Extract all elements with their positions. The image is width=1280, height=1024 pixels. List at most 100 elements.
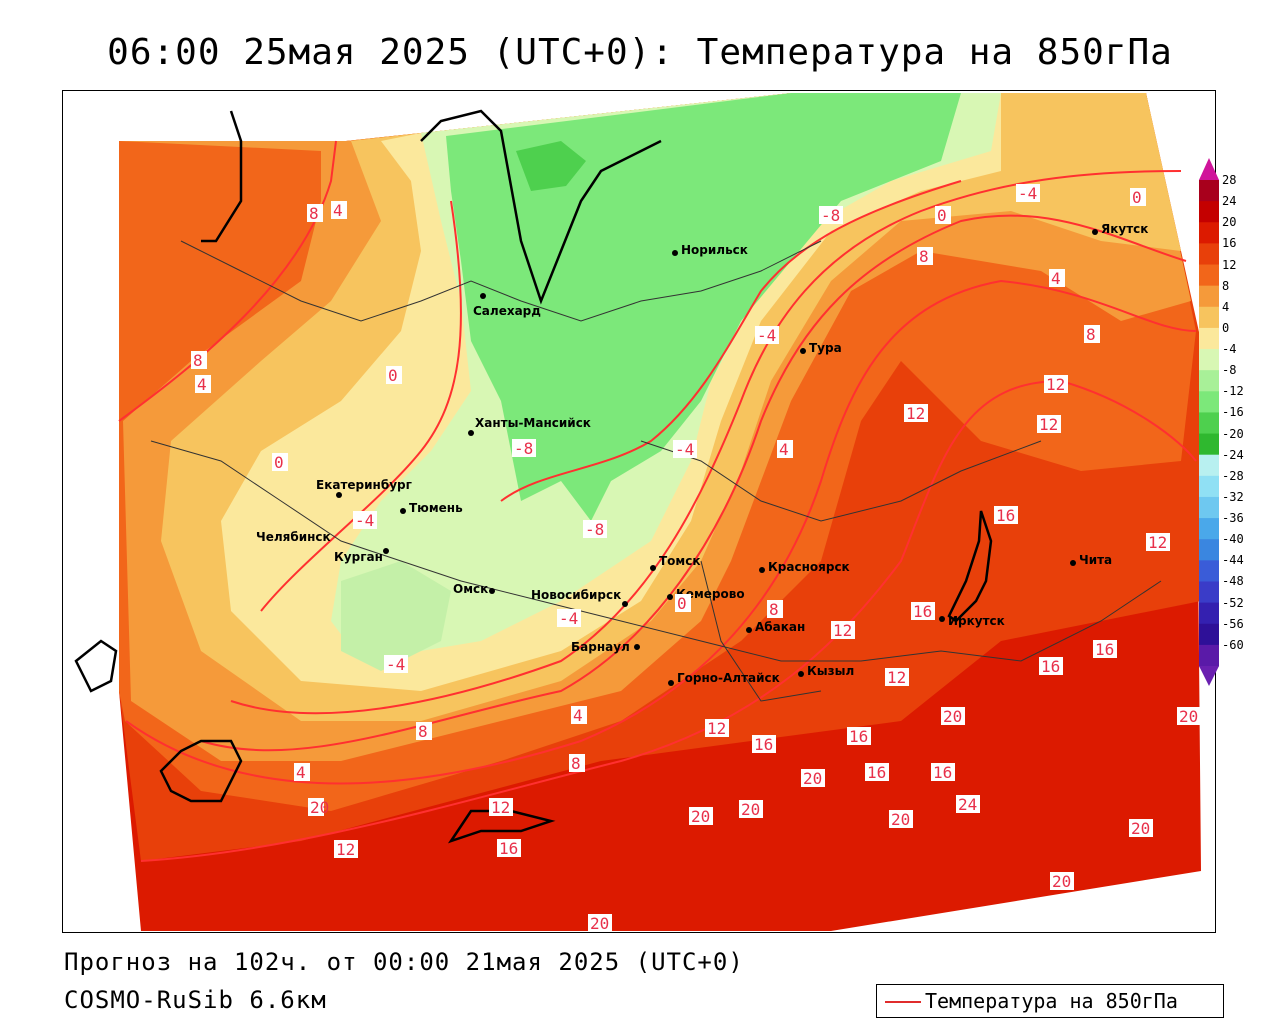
colorbar-tick-label: -20: [1222, 426, 1244, 441]
contour-label: 16: [1039, 657, 1063, 676]
legend-label: Температура на 850гПа: [925, 989, 1178, 1013]
svg-text:20: 20: [1179, 707, 1198, 726]
colorbar-swatch: [1199, 412, 1219, 435]
city-kurgan: Курган: [334, 548, 389, 564]
contour-label: 0: [935, 206, 951, 225]
contour-label: 0: [272, 453, 288, 472]
svg-text:-4: -4: [675, 440, 694, 459]
svg-text:8: 8: [1086, 325, 1096, 344]
contour-label: 20: [889, 810, 913, 829]
colorbar-swatch: [1199, 180, 1219, 202]
colorbar-swatch: [1199, 285, 1219, 308]
contour-label: 16: [911, 602, 935, 621]
contour-label: 12: [1044, 375, 1068, 394]
colorbar-tick-label: 12: [1222, 257, 1237, 272]
contour-label: 8: [416, 722, 432, 741]
svg-text:-4: -4: [355, 511, 374, 530]
city-novosibirsk: Новосибирск: [531, 588, 628, 607]
colorbar-swatch: [1199, 496, 1219, 519]
colorbar-tick-label: 20: [1222, 215, 1237, 230]
svg-text:-4: -4: [1018, 184, 1037, 203]
map-title: 06:00 25мая 2025 (UTC+0): Температура на…: [107, 32, 1173, 73]
colorbar-tick-label: -4: [1222, 342, 1237, 357]
svg-text:16: 16: [913, 602, 932, 621]
svg-text:16: 16: [499, 839, 518, 858]
svg-text:Якутск: Якутск: [1101, 222, 1148, 236]
contour-label: 12: [705, 719, 729, 738]
svg-text:-4: -4: [386, 655, 405, 674]
colorbar-swatch: [1199, 264, 1219, 287]
contour-label: 12: [334, 840, 358, 859]
colorbar-tick-label: -40: [1222, 532, 1244, 547]
contour-label: 0: [386, 366, 402, 385]
city-salekhard: Салехард: [473, 293, 541, 318]
colorbar-tick-label: -8: [1222, 363, 1237, 378]
forecast-text: Прогноз на 102ч. от 00:00 21мая 2025 (UT…: [64, 948, 744, 976]
contour-label: 4: [294, 763, 310, 782]
svg-text:-8: -8: [514, 439, 533, 458]
svg-text:8: 8: [769, 600, 779, 619]
cities: Якутск Норильск Салехард Тура Ханты-Манс…: [256, 222, 1148, 686]
colorbar-tick-label: 24: [1222, 194, 1237, 209]
contour-label: 4: [777, 440, 793, 459]
svg-text:Салехард: Салехард: [473, 304, 541, 318]
contour-label: 20: [689, 807, 713, 826]
svg-text:-4: -4: [757, 326, 776, 345]
contour-label: 20: [1050, 872, 1074, 891]
contour-label: -8: [512, 439, 536, 458]
svg-text:Красноярск: Красноярск: [768, 560, 850, 574]
svg-text:Чита: Чита: [1079, 553, 1112, 567]
colorbar-swatch: [1199, 391, 1219, 413]
colorbar-tick-label: -28: [1222, 468, 1244, 483]
svg-text:Тюмень: Тюмень: [409, 501, 463, 515]
svg-text:0: 0: [937, 206, 947, 225]
svg-text:16: 16: [1095, 640, 1114, 659]
legend: Температура на 850гПа: [876, 984, 1224, 1018]
contour-label: 12: [489, 798, 513, 817]
svg-text:20: 20: [310, 798, 329, 817]
svg-text:12: 12: [1046, 375, 1065, 394]
svg-text:12: 12: [887, 668, 906, 687]
contour-label: 12: [1146, 533, 1170, 552]
legend-line-swatch: [885, 1001, 921, 1003]
colorbar-swatch: [1199, 518, 1219, 540]
svg-text:8: 8: [418, 722, 428, 741]
svg-text:12: 12: [833, 621, 852, 640]
city-norilsk: Норильск: [672, 243, 748, 257]
temperature-map[interactable]: Якутск Норильск Салехард Тура Ханты-Манс…: [62, 90, 1216, 933]
contour-label: 8: [191, 351, 207, 370]
svg-text:0: 0: [388, 366, 398, 385]
svg-text:Норильск: Норильск: [681, 243, 748, 257]
city-kemerovo: Кемерово: [667, 587, 745, 601]
svg-text:20: 20: [943, 707, 962, 726]
svg-text:12: 12: [491, 798, 510, 817]
contour-label: -4: [1016, 184, 1040, 203]
svg-text:Барнаул: Барнаул: [571, 640, 630, 654]
svg-text:16: 16: [1041, 657, 1060, 676]
svg-text:16: 16: [933, 763, 952, 782]
svg-text:4: 4: [779, 440, 789, 459]
colorbar: [1199, 158, 1219, 686]
contour-label: 16: [1093, 640, 1117, 659]
svg-text:20: 20: [691, 807, 710, 826]
colorbar-tick-label: -56: [1222, 616, 1244, 631]
colorbar-swatch: [1199, 475, 1219, 498]
city-yekaterinburg: Екатеринбург: [316, 478, 412, 498]
svg-text:12: 12: [1148, 533, 1167, 552]
svg-text:8: 8: [919, 247, 929, 266]
contour-label: 4: [571, 706, 587, 725]
svg-text:16: 16: [996, 506, 1015, 525]
colorbar-tick-label: -24: [1222, 447, 1244, 462]
svg-text:0: 0: [1132, 188, 1142, 207]
svg-text:8: 8: [309, 204, 319, 223]
contour-label: 20: [588, 914, 612, 932]
svg-text:4: 4: [197, 375, 207, 394]
svg-text:4: 4: [573, 706, 583, 725]
city-gorno-altaysk: Горно-Алтайск: [668, 671, 780, 686]
contour-label: 24: [956, 795, 980, 814]
city-tyumen: Тюмень: [400, 501, 463, 515]
contour-label: 20: [308, 798, 329, 817]
colorbar-tick-label: -52: [1222, 595, 1244, 610]
contour-label: -8: [583, 520, 607, 539]
svg-text:Горно-Алтайск: Горно-Алтайск: [677, 671, 780, 685]
